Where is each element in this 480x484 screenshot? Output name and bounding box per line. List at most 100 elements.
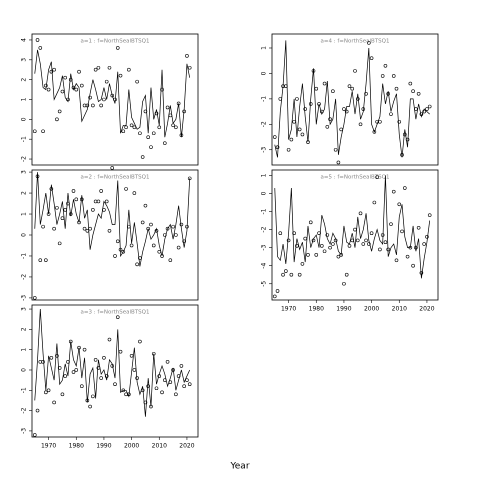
data-point <box>41 360 45 364</box>
data-point <box>402 186 407 190</box>
data-point <box>44 258 48 262</box>
data-point <box>185 378 189 382</box>
data-point <box>308 102 313 106</box>
data-point <box>151 243 156 248</box>
y-tick-label: 3 <box>21 58 28 62</box>
data-point <box>32 129 37 134</box>
data-point <box>350 238 355 243</box>
data-point <box>74 368 79 372</box>
panel-strip-label: a=4 : f=NorthSealBTSQ1 <box>321 39 390 45</box>
data-point <box>295 97 299 101</box>
data-point <box>110 166 115 170</box>
data-point <box>187 382 192 387</box>
data-point <box>165 360 170 364</box>
data-point <box>311 238 316 243</box>
data-point <box>372 130 377 134</box>
data-point <box>149 222 153 227</box>
y-tick-label: -2 <box>21 407 28 413</box>
data-point <box>93 358 98 362</box>
y-tick-label: -1 <box>261 96 268 102</box>
data-point <box>176 374 181 378</box>
data-point <box>71 370 76 374</box>
data-point <box>121 129 126 134</box>
data-point <box>182 384 186 389</box>
data-point <box>163 233 167 237</box>
data-point <box>143 203 148 208</box>
y-tick-label: -3 <box>261 147 268 153</box>
data-point <box>275 145 280 149</box>
data-point <box>364 238 368 243</box>
data-point <box>168 258 173 262</box>
data-point <box>328 117 332 122</box>
data-point <box>35 38 40 42</box>
data-point <box>168 113 173 118</box>
data-point <box>427 104 432 109</box>
data-point <box>361 242 366 246</box>
data-point <box>110 364 115 368</box>
data-point <box>74 197 79 202</box>
data-point <box>163 141 167 145</box>
data-point <box>361 107 366 111</box>
data-point <box>171 224 175 229</box>
data-point <box>411 263 415 268</box>
data-point <box>38 46 43 50</box>
data-point <box>344 272 349 277</box>
data-point <box>419 112 424 116</box>
data-point <box>353 227 357 232</box>
data-point <box>414 245 418 250</box>
data-point <box>289 137 294 142</box>
data-point <box>353 69 357 73</box>
y-tick-label: -3 <box>21 428 28 434</box>
data-point <box>35 174 40 179</box>
data-point <box>411 89 415 94</box>
panel-strip-label: a=3 : f=NorthSealBTSQ1 <box>81 310 150 316</box>
data-point <box>400 153 404 157</box>
data-point <box>113 97 117 102</box>
data-point <box>163 378 167 382</box>
data-point <box>52 67 56 72</box>
data-point <box>331 89 335 94</box>
x-tick-label: 1970 <box>41 443 56 450</box>
data-point <box>297 127 302 132</box>
data-point <box>60 216 65 221</box>
data-point <box>66 201 70 206</box>
data-point <box>102 97 106 102</box>
data-point <box>63 374 67 378</box>
data-point <box>46 212 51 216</box>
series-line <box>274 175 431 279</box>
data-point <box>171 368 175 372</box>
data-point <box>157 374 162 378</box>
x-tick-label: 2000 <box>124 443 139 450</box>
data-point <box>314 253 319 257</box>
data-point <box>96 65 101 70</box>
data-point <box>306 253 310 257</box>
panel-strip-label: a=5 : f=NorthSealBTSQ1 <box>321 175 390 181</box>
data-point <box>82 347 87 352</box>
data-point <box>127 67 131 72</box>
data-point <box>397 202 402 207</box>
data-point <box>80 83 84 88</box>
data-point <box>82 226 87 231</box>
y-tick-label: -2 <box>21 274 28 280</box>
data-point <box>314 86 319 91</box>
data-point <box>46 388 51 393</box>
data-point <box>77 345 81 350</box>
data-point <box>115 315 120 319</box>
y-tick-label: 4 <box>21 38 28 42</box>
data-point <box>68 77 73 82</box>
series-line <box>34 309 191 417</box>
data-point <box>146 226 150 231</box>
y-tick-label: -1 <box>21 253 28 259</box>
data-point <box>308 220 313 225</box>
data-point <box>99 103 103 108</box>
data-point <box>303 236 308 241</box>
data-point <box>93 67 98 72</box>
data-point <box>104 79 109 84</box>
data-point <box>333 238 338 243</box>
data-point <box>118 247 123 252</box>
data-point <box>347 244 352 248</box>
data-point <box>174 125 178 130</box>
panel-strip-label: a=1 : f=NorthSealBTSQ1 <box>81 39 150 45</box>
x-tick-label: 2010 <box>392 306 407 313</box>
